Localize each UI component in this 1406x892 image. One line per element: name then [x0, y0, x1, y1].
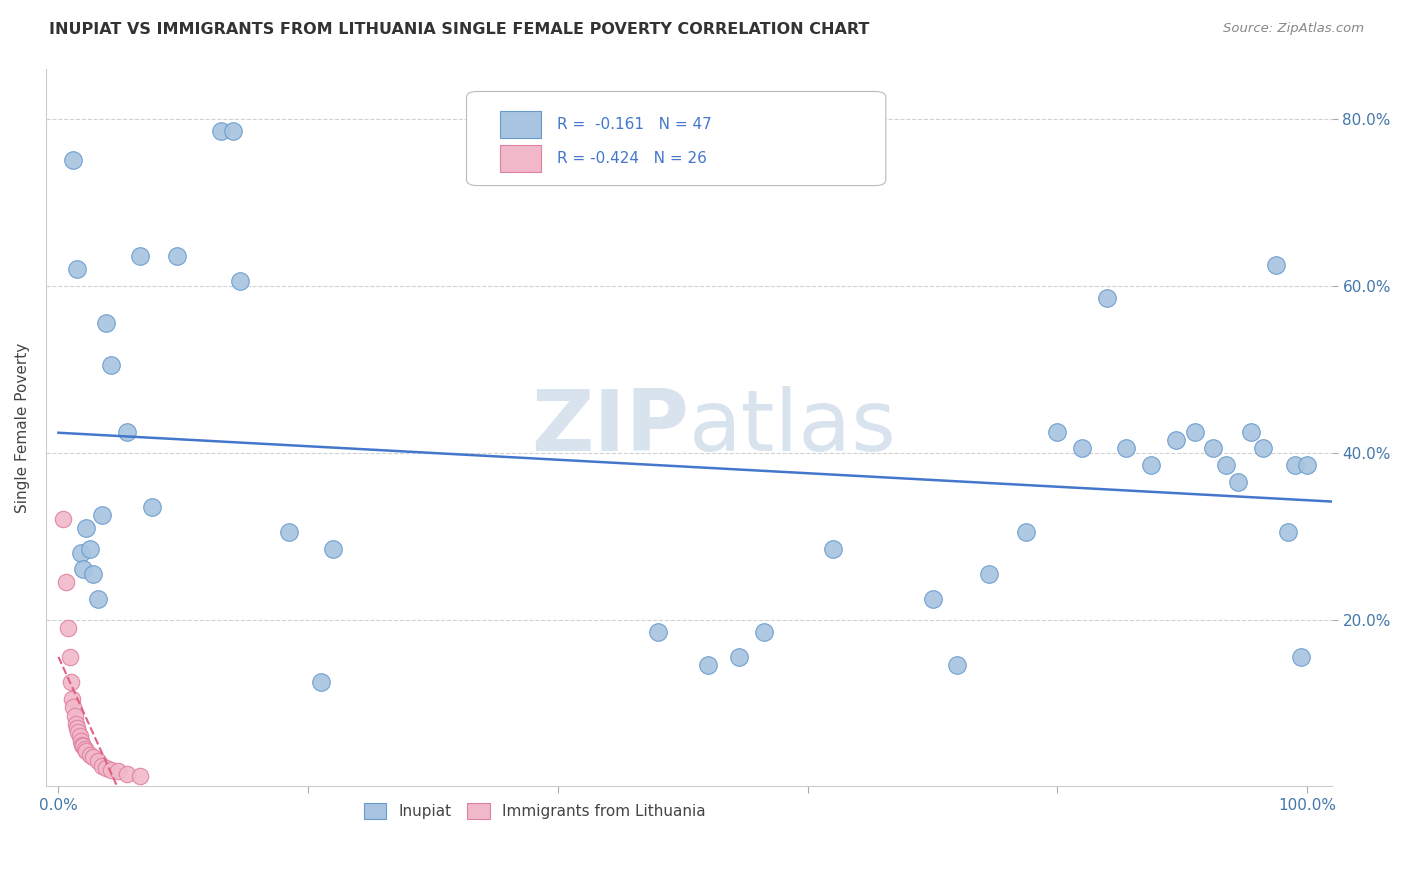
Point [821, 541, 844, 556]
Point [1046, 425, 1069, 439]
Point [752, 625, 775, 640]
Point [128, 769, 150, 783]
Text: atlas: atlas [689, 386, 897, 469]
Point [278, 524, 301, 539]
Point [91, 758, 114, 772]
Point [1277, 524, 1299, 539]
Point [79, 541, 101, 556]
Point [209, 124, 232, 138]
Point [59, 650, 82, 665]
Point [82, 750, 104, 764]
Point [1215, 458, 1237, 472]
Point [1164, 433, 1187, 447]
Text: INUPIAT VS IMMIGRANTS FROM LITHUANIA SINGLE FEMALE POVERTY CORRELATION CHART: INUPIAT VS IMMIGRANTS FROM LITHUANIA SIN… [49, 22, 869, 37]
Point [228, 274, 250, 288]
Point [322, 541, 344, 556]
Point [309, 675, 332, 690]
Point [72, 562, 94, 576]
FancyBboxPatch shape [501, 111, 541, 138]
Point [166, 249, 188, 263]
Point [79, 747, 101, 762]
Point [1071, 442, 1094, 456]
Point [977, 566, 1000, 581]
Point [128, 249, 150, 263]
Point [58, 621, 80, 635]
Point [1097, 291, 1119, 305]
Point [62, 700, 84, 714]
Point [94, 761, 117, 775]
Point [222, 124, 245, 138]
Text: R = -0.424   N = 26: R = -0.424 N = 26 [557, 151, 706, 166]
Legend: Inupiat, Immigrants from Lithuania: Inupiat, Immigrants from Lithuania [357, 797, 711, 825]
Point [100, 358, 122, 372]
Point [70, 738, 93, 752]
Point [696, 658, 718, 673]
Y-axis label: Single Female Poverty: Single Female Poverty [15, 343, 30, 513]
Point [1253, 442, 1275, 456]
Point [115, 425, 138, 439]
Point [72, 739, 94, 754]
Point [1289, 650, 1312, 665]
Point [1240, 425, 1263, 439]
Point [1140, 458, 1163, 472]
Point [1015, 524, 1038, 539]
Point [55, 574, 77, 589]
Point [1284, 458, 1306, 472]
Point [647, 625, 669, 640]
Point [1202, 442, 1225, 456]
Point [60, 691, 83, 706]
Point [921, 591, 943, 606]
Point [62, 153, 84, 168]
Point [87, 591, 110, 606]
Point [70, 546, 93, 560]
Point [69, 730, 91, 744]
Point [87, 755, 110, 769]
Point [1115, 442, 1137, 456]
Point [728, 650, 751, 665]
FancyBboxPatch shape [467, 92, 886, 186]
Point [1227, 475, 1250, 489]
Point [946, 658, 969, 673]
Point [91, 508, 114, 523]
FancyBboxPatch shape [501, 145, 541, 172]
Point [107, 764, 129, 779]
Text: R =  -0.161   N = 47: R = -0.161 N = 47 [557, 117, 711, 132]
Point [66, 721, 89, 735]
Text: Source: ZipAtlas.com: Source: ZipAtlas.com [1223, 22, 1364, 36]
Point [66, 261, 89, 276]
Point [75, 744, 97, 758]
Point [70, 733, 93, 747]
Point [141, 500, 163, 514]
Point [100, 763, 122, 777]
Text: ZIP: ZIP [531, 386, 689, 469]
Point [65, 717, 87, 731]
Point [94, 316, 117, 330]
Point [1296, 458, 1319, 472]
Point [52, 512, 75, 526]
Point [1264, 258, 1286, 272]
Point [63, 708, 86, 723]
Point [59, 675, 82, 690]
Point [73, 742, 96, 756]
Point [1184, 425, 1206, 439]
Point [115, 767, 138, 781]
Point [75, 521, 97, 535]
Point [82, 566, 104, 581]
Point [67, 725, 90, 739]
